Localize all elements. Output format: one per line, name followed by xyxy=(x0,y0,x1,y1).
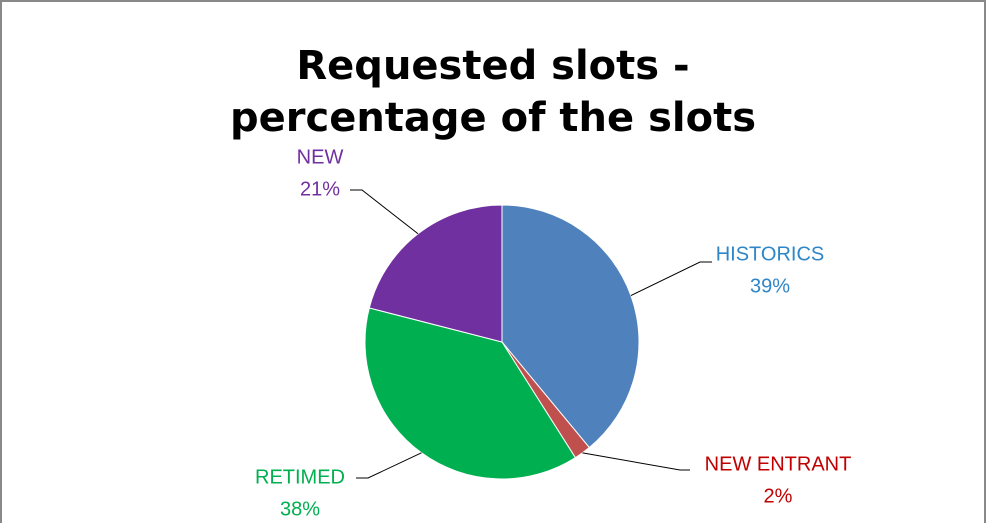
slice-value-label: 21% xyxy=(300,178,340,200)
slice-label: HISTORICS xyxy=(716,243,825,265)
slice-value-label: 39% xyxy=(750,275,790,297)
slice-value-label: 38% xyxy=(280,498,320,520)
slice-label: NEW ENTRANT xyxy=(705,453,852,475)
leader-line xyxy=(356,452,422,479)
slice-label: NEW xyxy=(297,146,344,168)
slice-value-label: 2% xyxy=(764,485,793,507)
leader-line xyxy=(630,261,712,297)
slice-label: RETIMED xyxy=(255,466,345,488)
leader-line xyxy=(582,452,690,471)
pie-slice xyxy=(501,204,640,449)
pie-slice xyxy=(368,204,503,343)
leader-line xyxy=(350,189,419,235)
chart-title: Requested slots - percentage of the slot… xyxy=(230,43,756,141)
